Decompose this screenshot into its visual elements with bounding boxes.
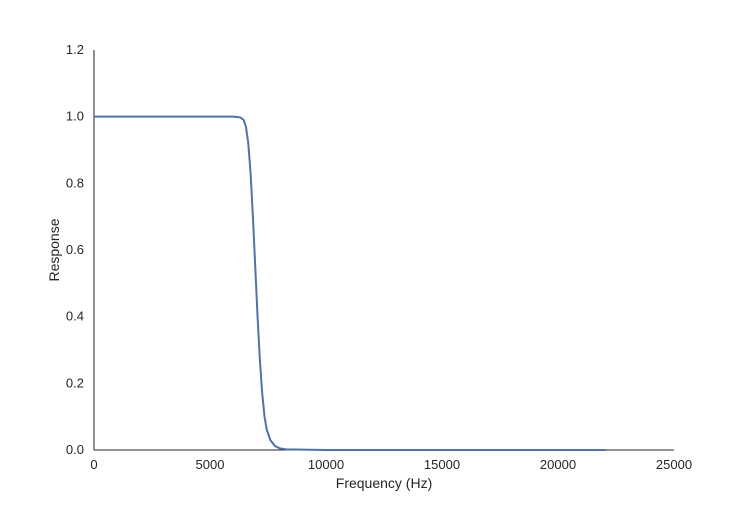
y-axis-label: Response — [46, 218, 62, 281]
y-tick-label: 1.2 — [66, 42, 84, 57]
y-tick-labels: 0.0 0.2 0.4 0.6 0.8 1.0 1.2 — [66, 42, 84, 457]
y-tick-label: 1.0 — [66, 109, 84, 124]
x-tick-label: 5000 — [196, 457, 225, 472]
y-tick-label: 0.6 — [66, 242, 84, 257]
x-tick-label: 20000 — [540, 457, 576, 472]
x-axis-label: Frequency (Hz) — [336, 475, 432, 491]
y-tick-label: 0.0 — [66, 442, 84, 457]
series-layer — [94, 115, 606, 451]
series-line — [94, 115, 606, 451]
y-tick-label: 0.8 — [66, 175, 84, 190]
x-tick-label: 10000 — [308, 457, 344, 472]
x-tick-labels: 0 5000 10000 15000 20000 25000 — [90, 457, 692, 472]
y-tick-label: 0.4 — [66, 309, 84, 324]
x-tick-label: 15000 — [424, 457, 460, 472]
y-tick-label: 0.2 — [66, 375, 84, 390]
axes — [93, 50, 674, 451]
x-tick-label: 0 — [90, 457, 97, 472]
x-tick-label: 25000 — [656, 457, 692, 472]
